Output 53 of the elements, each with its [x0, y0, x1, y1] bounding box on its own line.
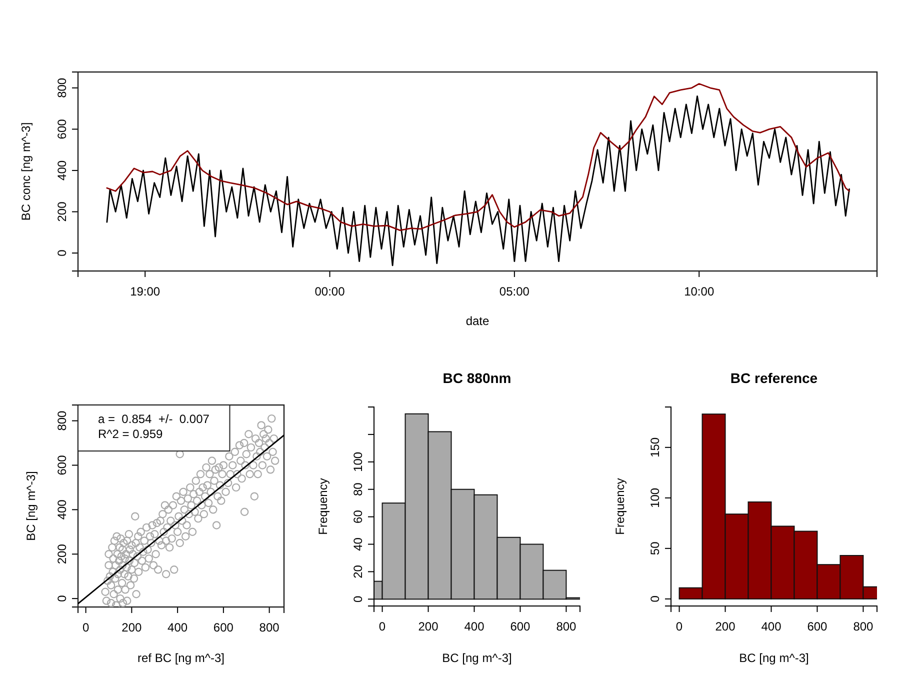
y-tick-label: 0: [55, 249, 69, 256]
x-tick-label: 0: [676, 620, 683, 634]
y-tick-label: 200: [55, 201, 69, 222]
x-axis-title: BC [ng m^-3]: [739, 651, 809, 665]
y-tick-label: 800: [55, 410, 69, 431]
x-axis-title: date: [466, 314, 490, 328]
x-tick-label: 05:00: [499, 284, 530, 299]
y-tick-label: 150: [648, 437, 662, 458]
y-axis-title: BC [ng m^-3]: [24, 471, 38, 541]
x-tick-label: 600: [510, 620, 531, 634]
x-tick-label: 200: [715, 620, 736, 634]
y-tick-label: 60: [351, 510, 365, 524]
x-tick-label: 10:00: [684, 284, 714, 299]
y-tick-label: 0: [55, 594, 69, 602]
x-tick-label: 600: [807, 620, 828, 634]
y-tick-label: 0: [351, 595, 365, 602]
y-axis-title: Frequency: [613, 478, 627, 535]
y-tick-label: 600: [55, 118, 69, 140]
y-axis-title: BC conc [ng m^-3]: [19, 122, 33, 221]
x-tick-label: 600: [213, 620, 234, 635]
y-tick-label: 80: [351, 482, 365, 496]
y-tick-label: 400: [55, 160, 69, 180]
y-tick-label: 50: [648, 541, 662, 556]
x-axis-title: ref BC [ng m^-3]: [138, 651, 224, 665]
x-tick-label: 800: [853, 620, 874, 634]
y-tick-label: 40: [351, 537, 365, 551]
y-tick-label: 200: [55, 544, 69, 564]
x-tick-label: 200: [122, 620, 142, 635]
x-tick-label: 00:00: [314, 284, 346, 299]
annotation: a = 0.854 +/- 0.007: [98, 412, 210, 426]
x-tick-label: 0: [378, 620, 386, 634]
x-tick-label: 19:00: [130, 284, 160, 299]
x-tick-label: 400: [464, 620, 485, 634]
chart-title: BC 880nm: [442, 370, 512, 386]
x-tick-label: 200: [418, 620, 439, 634]
x-axis-title: BC [ng m^-3]: [442, 651, 512, 665]
y-axis-title: Frequency: [316, 478, 330, 535]
y-tick-label: 400: [55, 499, 69, 520]
x-tick-label: 400: [168, 620, 188, 635]
chart-title: BC reference: [730, 370, 818, 386]
x-tick-label: 0: [82, 620, 90, 635]
x-tick-label: 800: [259, 620, 280, 635]
y-tick-label: 600: [55, 454, 69, 476]
x-tick-label: 400: [761, 620, 782, 634]
x-tick-label: 800: [556, 620, 577, 634]
y-tick-label: 800: [55, 78, 69, 98]
y-tick-label: 100: [351, 452, 365, 472]
line-series: [106, 83, 850, 232]
y-tick-label: 20: [351, 564, 365, 578]
y-tick-label: 100: [648, 488, 662, 508]
line-series: [106, 95, 850, 266]
y-tick-label: 0: [648, 595, 662, 602]
annotation: R^2 = 0.959: [98, 427, 163, 441]
